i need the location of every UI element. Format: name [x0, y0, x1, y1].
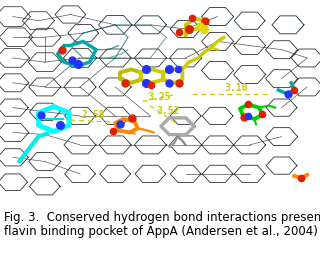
Text: 3.52: 3.52	[157, 106, 180, 116]
Text: 2.58: 2.58	[82, 110, 105, 120]
Text: 3.25: 3.25	[148, 92, 171, 102]
Text: 3.10: 3.10	[224, 83, 247, 93]
Text: flavin binding pocket of AppA (Andersen et al., 2004): flavin binding pocket of AppA (Andersen …	[4, 225, 318, 238]
Text: Fig. 3.  Conserved hydrogen bond interactions present in the: Fig. 3. Conserved hydrogen bond interact…	[4, 211, 320, 224]
